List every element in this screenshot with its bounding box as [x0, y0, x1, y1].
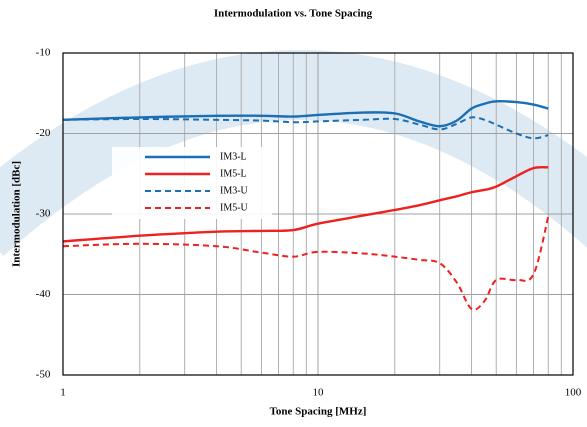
legend-label: IM5-L [220, 168, 247, 179]
y-tick-label: -10 [36, 47, 51, 59]
y-tick-label: -30 [36, 208, 51, 220]
x-tick-label: 100 [565, 387, 582, 399]
x-axis-label: Tone Spacing [MHz] [270, 406, 367, 418]
legend-label: IM5-U [220, 202, 249, 213]
y-tick-label: -20 [36, 127, 51, 139]
y-tick-label: -40 [36, 288, 51, 300]
chart: Intermodulation vs. Tone Spacing Tone Sp… [0, 0, 587, 427]
chart-title: Intermodulation vs. Tone Spacing [214, 8, 373, 20]
x-tick-label: 1 [60, 387, 66, 399]
y-axis-label: Intermodulation [dBc] [11, 161, 23, 267]
legend-label: IM3-U [220, 185, 249, 196]
y-tick-label: -50 [36, 369, 51, 381]
legend: IM3-L IM5-L IM3-U IM5-U [112, 147, 272, 219]
series-line [63, 216, 548, 309]
x-tick-label: 10 [313, 387, 325, 399]
legend-label: IM3-L [220, 151, 247, 162]
